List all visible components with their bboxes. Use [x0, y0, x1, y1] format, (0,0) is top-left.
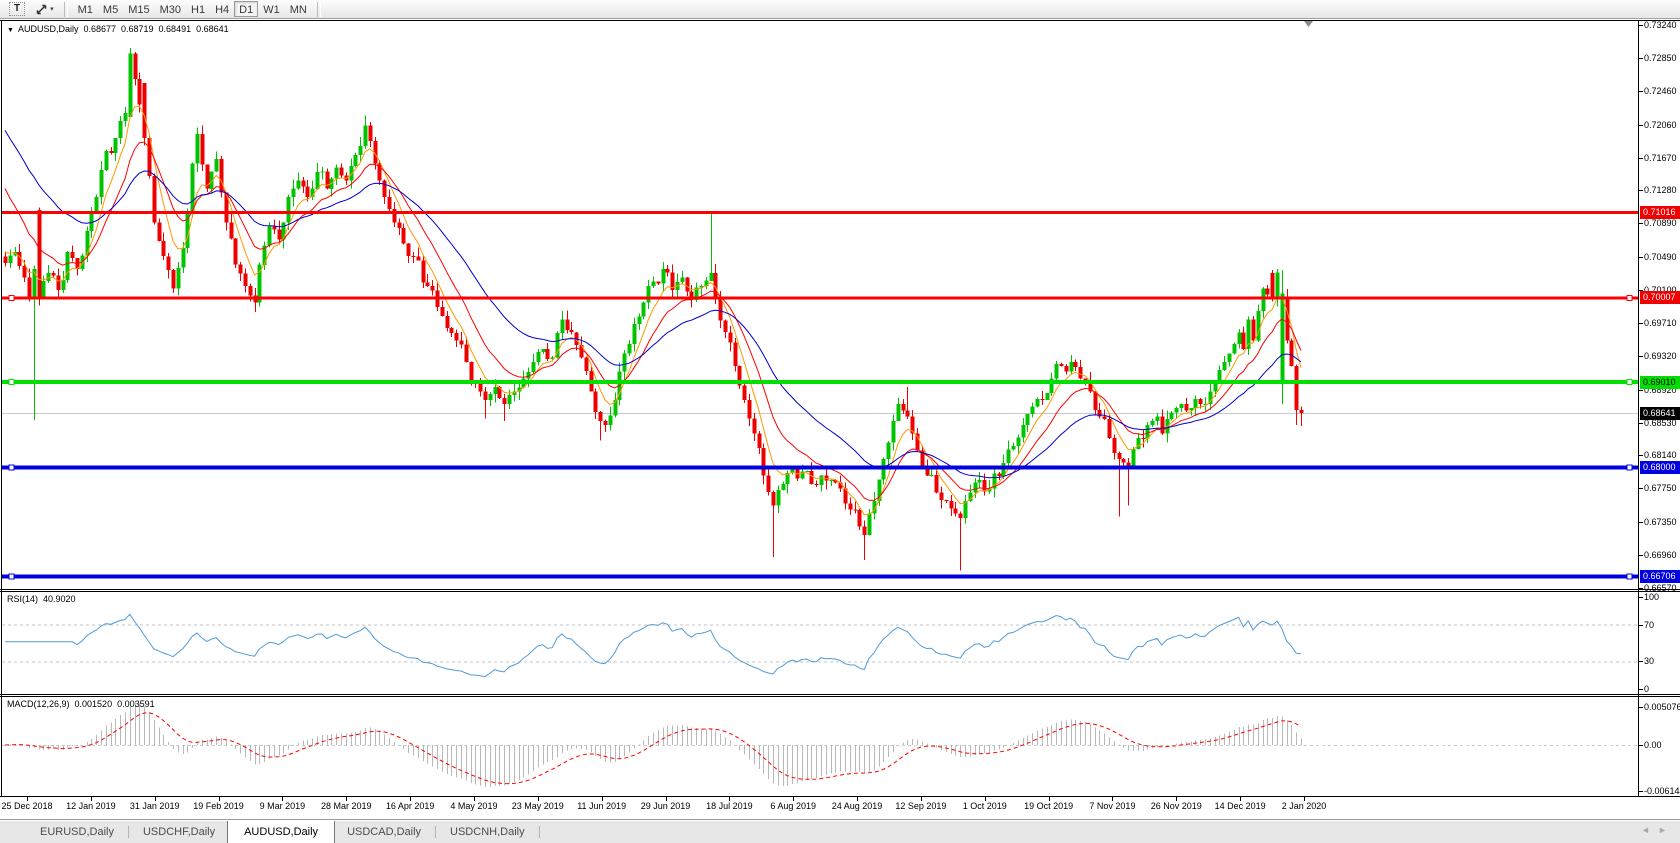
dropdown-caret-icon: ▾	[50, 6, 54, 13]
date-axis-label: 24 Aug 2019	[831, 801, 883, 811]
date-axis-label: 11 Jun 2019	[577, 801, 627, 811]
chart-symbol: AUDUSD,Daily	[17, 24, 79, 34]
price-level-tag[interactable]: 0.69010	[1640, 375, 1680, 389]
cursor-arrows-tool-button[interactable]: ▾	[31, 1, 58, 18]
ohlc-high: 0.68719	[121, 24, 154, 34]
price-level-tag[interactable]: 0.70007	[1640, 291, 1680, 305]
price-axis-label: 0.72850	[1644, 52, 1677, 63]
date-axis-label: 6 Aug 2019	[770, 801, 816, 811]
price-axis-label: 0.67350	[1644, 517, 1677, 528]
price-axis-label: 0.66960	[1644, 550, 1677, 561]
macd-name: MACD(12,26,9)	[7, 699, 70, 709]
timeframe-button-m1[interactable]: M1	[73, 1, 98, 17]
current-price-tag: 0.68641	[1640, 406, 1680, 420]
timeframe-button-w1[interactable]: W1	[258, 1, 285, 17]
price-axis-label: 0.68140	[1644, 450, 1677, 461]
date-axis-label: 29 Jun 2019	[640, 801, 691, 811]
date-axis-label: 19 Feb 2019	[193, 801, 244, 811]
timeframe-group: M1 M5 M15 M30 H1 H4 D1 W1 MN	[73, 1, 312, 17]
ohlc-low: 0.68491	[158, 24, 192, 34]
tab-scroll-left-icon[interactable]: ◄	[1641, 825, 1650, 835]
macd-value-signal: 0.003591	[117, 699, 155, 709]
date-axis-label: 28 Mar 2019	[320, 801, 372, 811]
price-axis-label: 0.72060	[1644, 119, 1677, 130]
price-level-tag[interactable]: 0.66706	[1640, 570, 1680, 584]
macd-axis-label: 0.005076	[1644, 701, 1680, 712]
chart-tab-eurusd[interactable]: EURUSD,Daily	[40, 825, 114, 838]
date-axis-label: 12 Jan 2019	[66, 801, 116, 811]
price-axis-label: 0.71670	[1644, 152, 1677, 163]
price-axis-label: 0.69710	[1644, 317, 1677, 328]
chart-tab-bar: EURUSD,Daily USDCHF,Daily AUDUSD,Daily USDC…	[0, 819, 1680, 843]
double-arrow-icon	[36, 4, 47, 14]
macd-value-main: 0.001520	[74, 699, 113, 709]
price-axis-label: 0.73240	[1644, 20, 1677, 30]
rsi-axis-label: 0	[1644, 684, 1650, 694]
price-axis-label: 0.66570	[1644, 583, 1677, 593]
date-axis-label: 7 Nov 2019	[1089, 801, 1136, 811]
price-level-tag[interactable]: 0.68000	[1640, 460, 1680, 474]
tab-scroll-right-icon[interactable]: ►	[1658, 825, 1667, 835]
text-tool-button[interactable]: T	[5, 1, 29, 18]
chart-title: ▼ AUDUSD,Daily 0.68677 0.68719 0.68491 0.6864…	[7, 24, 234, 34]
timeframe-button-m5[interactable]: M5	[98, 1, 123, 17]
date-axis-label: 4 May 2019	[450, 801, 498, 811]
chart-tab-usdcnh[interactable]: USDCNH,Daily	[450, 825, 525, 838]
date-axis-label: 12 Sep 2019	[895, 801, 947, 811]
rsi-axis-label: 100	[1644, 592, 1660, 602]
ohlc-open: 0.68677	[83, 24, 116, 34]
tab-separator	[538, 825, 540, 838]
date-axis-label: 25 Dec 2018	[1, 801, 53, 811]
timeframe-button-h4[interactable]: H4	[210, 1, 234, 17]
date-axis-label: 18 Jul 2019	[706, 801, 753, 811]
date-axis-label: 9 Mar 2019	[259, 801, 306, 811]
toolbar-separator	[63, 1, 68, 17]
timeframe-button-m30[interactable]: M30	[155, 1, 186, 17]
chart-tab-usdcad[interactable]: USDCAD,Daily	[347, 825, 422, 838]
text-tool-icon: T	[9, 2, 26, 16]
timeframe-button-d1[interactable]: D1	[234, 1, 259, 17]
rsi-axis-label: 30	[1644, 656, 1655, 667]
collapse-marker-icon: ▼	[7, 27, 14, 34]
date-axis-label: 26 Nov 2019	[1150, 801, 1202, 811]
price-axis-label: 0.71280	[1644, 185, 1677, 196]
rsi-name: RSI(14)	[7, 594, 39, 604]
date-axis-label: 2 Jan 2020	[1281, 801, 1327, 811]
macd-indicator-label: MACD(12,26,9) 0.001520 0.003591	[7, 699, 160, 709]
timeframe-button-mn[interactable]: MN	[285, 1, 312, 17]
macd-axis-label: -0.006144	[1644, 785, 1680, 796]
timeframe-button-h1[interactable]: H1	[186, 1, 210, 17]
date-axis-label: 31 Jan 2019	[129, 801, 180, 811]
price-axis-label: 0.70100	[1644, 285, 1677, 296]
tab-separator	[127, 825, 129, 838]
rsi-axis-label: 70	[1644, 619, 1655, 630]
date-axis-label: 23 May 2019	[511, 801, 564, 811]
chart-tab-usdchf[interactable]: USDCHF,Daily	[142, 825, 216, 838]
timeframe-button-m15[interactable]: M15	[123, 1, 154, 17]
price-axis-label: 0.68530	[1644, 417, 1677, 428]
tab-separator	[435, 825, 437, 838]
price-axis-label: 0.70890	[1644, 218, 1677, 229]
price-axis-label: 0.67750	[1644, 483, 1677, 494]
ohlc-close: 0.68641	[196, 24, 229, 34]
rsi-indicator-label: RSI(14) 40.9020	[7, 594, 81, 604]
rsi-value: 40.9020	[43, 594, 76, 604]
date-axis-label: 16 Apr 2019	[385, 801, 435, 811]
macd-axis-label: 0.00	[1644, 740, 1662, 750]
price-axis-label: 0.70490	[1644, 252, 1677, 263]
toolbar: T ▾ M1 M5 M15 M30 H1 H4 D1 W1 MN	[0, 0, 1680, 19]
price-axis-label: 0.69320	[1644, 350, 1677, 361]
price-level-tag[interactable]: 0.71016	[1640, 206, 1680, 220]
toolbar-separator	[316, 1, 321, 17]
date-axis-label: 14 Dec 2019	[1214, 801, 1266, 811]
date-axis-label: 19 Oct 2019	[1024, 801, 1074, 811]
price-axis-label: 0.68920	[1644, 384, 1677, 395]
date-axis-label: 1 Oct 2019	[962, 801, 1007, 811]
price-axis-label: 0.72460	[1644, 85, 1677, 96]
